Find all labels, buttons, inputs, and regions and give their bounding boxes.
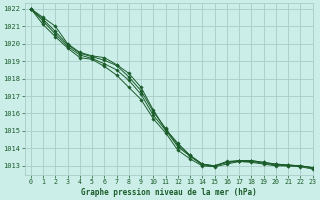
X-axis label: Graphe pression niveau de la mer (hPa): Graphe pression niveau de la mer (hPa) (81, 188, 256, 197)
